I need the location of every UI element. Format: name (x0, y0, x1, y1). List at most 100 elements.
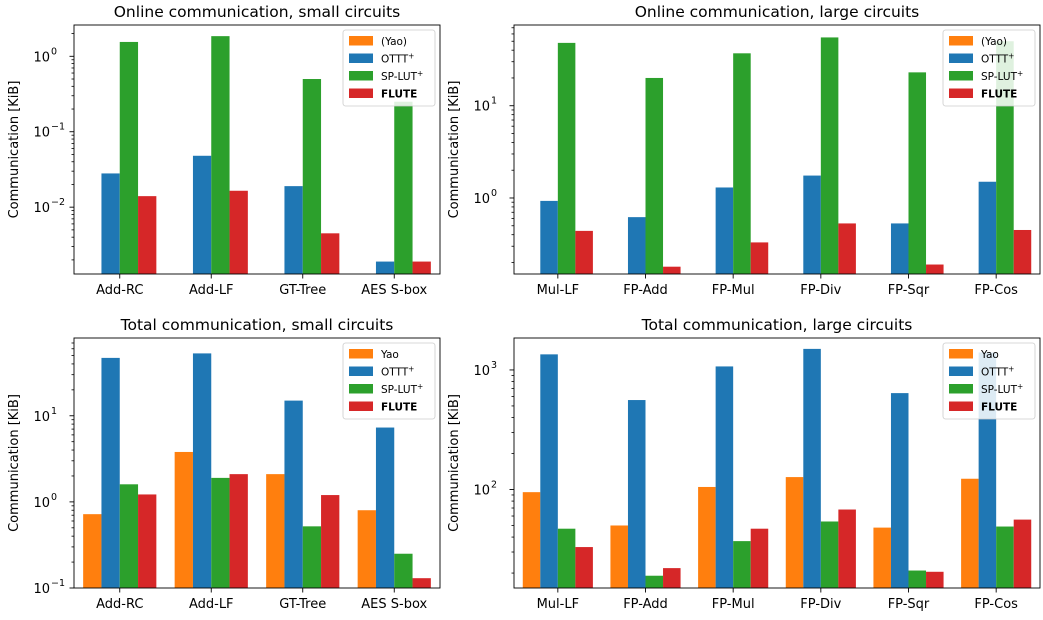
bar-flute-0 (138, 494, 157, 588)
bar-sp-lut-4 (908, 72, 927, 274)
x-tick-label: FP-Add (623, 283, 668, 298)
y-tick-exponent: 1 (491, 96, 497, 107)
bar-flute-0 (138, 196, 157, 274)
bar-yao-3 (357, 510, 376, 588)
x-tick-label: FP-Add (623, 597, 668, 612)
legend-swatch (349, 36, 373, 46)
bar-ottt-1 (627, 217, 646, 274)
chart-panel-1: Online communication, large circuits Comm… (447, 3, 1041, 298)
bar-flute-4 (926, 571, 944, 588)
y-tick-label: 10 (473, 483, 490, 498)
bar-ottt-5 (978, 181, 997, 274)
bar-flute-4 (926, 264, 944, 274)
bar-flute-3 (838, 509, 856, 588)
legend-swatch (949, 36, 973, 46)
bar-ottt-3 (375, 427, 395, 588)
bar-flute-0 (575, 230, 593, 274)
bar-ottt-4 (890, 223, 909, 274)
bar-sp-lut-3 (820, 521, 839, 588)
legend-swatch (349, 88, 373, 98)
plot-frame (73, 24, 441, 275)
bar-flute-3 (838, 223, 856, 274)
legend-label: Yao (380, 349, 399, 361)
chart-panel-2: Total communication, small circuits Commu… (7, 316, 441, 612)
legend-label: FLUTE (381, 402, 417, 414)
bar-ottt-3 (375, 261, 395, 274)
bar-flute-2 (750, 528, 769, 588)
legend-label-sup: + (1008, 365, 1014, 374)
legend-label-sup: + (408, 52, 414, 61)
x-tick-label: GT-Tree (279, 283, 326, 298)
bar-yao-0 (522, 492, 541, 588)
bar-yao-4 (873, 527, 891, 588)
x-tick-label: FP-Cos (974, 597, 1018, 612)
bar-flute-3 (412, 578, 431, 588)
y-tick-exponent: 0 (51, 492, 57, 503)
x-tick-label: FP-Mul (712, 597, 755, 612)
legend-frame (942, 342, 1036, 420)
legend-swatch (349, 349, 373, 359)
bar-sp-lut-5 (996, 526, 1014, 588)
y-tick-label: 10 (473, 364, 490, 379)
legend: (Yao) OTTT+ SP-LUT+ FLUTE (942, 29, 1036, 107)
bar-sp-lut-1 (211, 36, 230, 275)
y-tick-exponent: 1 (51, 406, 57, 417)
legend: Yao OTTT+ SP-LUT+ FLUTE (942, 342, 1036, 420)
x-tick-label: Mul-LF (537, 597, 579, 612)
legend-swatch (949, 53, 973, 63)
x-tick-label: Add-LF (189, 597, 234, 612)
legend-label: OTTT+ (381, 365, 414, 379)
bar-sp-lut-3 (394, 553, 413, 588)
legend-label: Yao (980, 349, 999, 361)
bar-ottt-1 (192, 353, 212, 588)
legend-swatch (949, 88, 973, 98)
bar-ottt-1 (627, 400, 646, 588)
legend-label: (Yao) (381, 36, 407, 48)
legend-label: FLUTE (981, 89, 1017, 101)
plot-frame (513, 24, 1041, 275)
legend-swatch (949, 384, 973, 394)
x-tick-label: FP-Sqr (888, 283, 930, 298)
bar-ottt-2 (284, 186, 303, 274)
bar-flute-2 (750, 242, 769, 274)
bar-sp-lut-2 (302, 526, 322, 588)
legend-frame (342, 342, 436, 420)
bar-yao-2 (698, 486, 716, 588)
bar-sp-lut-0 (119, 484, 139, 588)
y-tick-label: 10 (33, 410, 50, 425)
legend-label: OTTT+ (981, 52, 1014, 66)
y-tick-label: 10 (473, 192, 490, 207)
bar-ottt-0 (540, 354, 558, 588)
legend-swatch (949, 71, 973, 81)
bar-ottt-2 (284, 400, 303, 588)
bar-ottt-0 (101, 173, 120, 274)
bar-flute-1 (229, 190, 248, 274)
chart-panel-0: Online communication, small circuits Comm… (7, 3, 441, 298)
bar-yao-1 (174, 451, 193, 588)
legend-swatch (349, 366, 373, 376)
legend-label-sup: + (1017, 382, 1023, 391)
legend-label-sup: + (417, 382, 423, 391)
legend-label: OTTT+ (981, 365, 1014, 379)
chart-title: Total communication, small circuits (120, 316, 394, 334)
bar-ottt-4 (890, 393, 909, 588)
bar-sp-lut-0 (557, 528, 576, 588)
y-tick-exponent: 0 (491, 188, 497, 199)
bar-ottt-2 (715, 366, 734, 588)
bar-yao-0 (83, 514, 102, 588)
x-tick-label: FP-Div (800, 283, 841, 298)
bar-yao-5 (961, 478, 979, 588)
legend-swatch (349, 401, 373, 411)
legend-label: SP-LUT+ (981, 382, 1023, 396)
bar-flute-3 (412, 261, 431, 274)
legend-label: SP-LUT+ (381, 382, 423, 396)
bar-ottt-1 (192, 155, 212, 274)
bar-flute-0 (575, 547, 593, 588)
legend-frame (942, 29, 1036, 107)
legend-swatch (949, 401, 973, 411)
bar-flute-2 (321, 495, 340, 588)
legend: Yao OTTT+ SP-LUT+ FLUTE (342, 342, 436, 420)
legend-label: (Yao) (981, 36, 1007, 48)
chart-title: Online communication, large circuits (635, 3, 920, 21)
